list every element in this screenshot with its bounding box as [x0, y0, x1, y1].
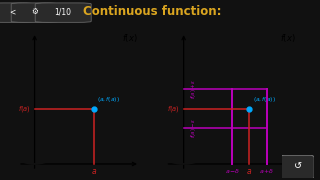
- FancyBboxPatch shape: [0, 3, 34, 22]
- Text: <: <: [9, 7, 15, 16]
- Text: $a$: $a$: [92, 167, 98, 176]
- Text: $f(x)$: $f(x)$: [122, 32, 137, 44]
- Text: $f(a)$: $f(a)$: [167, 104, 180, 114]
- Text: $(a,f(a))$: $(a,f(a))$: [97, 95, 120, 104]
- Text: $a\!+\!\delta$: $a\!+\!\delta$: [259, 167, 274, 175]
- Text: $f(x)$: $f(x)$: [280, 32, 296, 44]
- Text: $a$: $a$: [246, 167, 252, 176]
- Text: ↺: ↺: [293, 161, 302, 172]
- Text: $f(a)$: $f(a)$: [18, 104, 31, 114]
- Text: 1/10: 1/10: [55, 7, 72, 16]
- Text: $f(a)-\varepsilon$: $f(a)-\varepsilon$: [189, 118, 198, 138]
- Text: $a\!-\!\delta$: $a\!-\!\delta$: [225, 167, 240, 175]
- FancyBboxPatch shape: [280, 155, 314, 179]
- FancyBboxPatch shape: [11, 3, 58, 22]
- Text: $f(a)+\varepsilon$: $f(a)+\varepsilon$: [189, 79, 198, 99]
- Text: ⚙: ⚙: [31, 7, 38, 16]
- FancyBboxPatch shape: [35, 3, 91, 22]
- Text: $(a,f(a))$: $(a,f(a))$: [253, 95, 276, 104]
- Text: Continuous function:: Continuous function:: [83, 5, 222, 18]
